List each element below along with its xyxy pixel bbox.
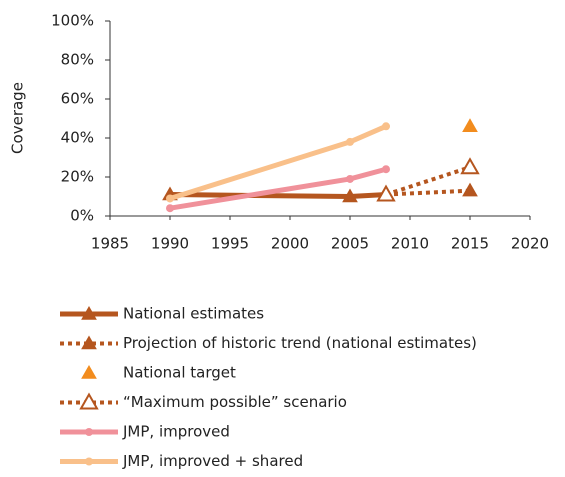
legend-label: “Maximum possible” scenario bbox=[123, 393, 347, 411]
legend-marker bbox=[85, 457, 93, 466]
legend-marker bbox=[79, 392, 99, 410]
series-line bbox=[385, 188, 471, 197]
series-line bbox=[169, 124, 387, 201]
x-tick-label: 2005 bbox=[331, 235, 369, 253]
point bbox=[462, 182, 478, 197]
legend-marker bbox=[85, 428, 93, 436]
x-tick-label: 2015 bbox=[451, 235, 489, 253]
point bbox=[342, 188, 358, 203]
legend-label: JMP, improved + shared bbox=[122, 452, 303, 470]
x-tick-label: 1985 bbox=[91, 235, 129, 253]
series-line bbox=[385, 165, 471, 197]
x-tick-label: 1995 bbox=[211, 235, 249, 253]
legend-marker bbox=[81, 364, 97, 379]
legend-label: National estimates bbox=[123, 305, 264, 323]
y-axis-label: Coverage bbox=[9, 82, 27, 154]
point bbox=[462, 118, 478, 133]
point bbox=[376, 184, 396, 202]
point bbox=[382, 122, 390, 131]
legend-marker bbox=[81, 305, 97, 320]
x-tick-label: 1990 bbox=[151, 235, 189, 253]
point bbox=[346, 137, 354, 146]
x-tick-label: 2010 bbox=[391, 235, 429, 253]
y-tick-label: 60% bbox=[61, 90, 94, 108]
legend-marker bbox=[81, 335, 97, 350]
point bbox=[382, 165, 390, 174]
y-tick-label: 40% bbox=[61, 129, 94, 147]
x-tick-label: 2000 bbox=[271, 235, 309, 253]
y-tick-label: 0% bbox=[70, 207, 94, 225]
y-tick-label: 80% bbox=[61, 51, 94, 69]
legend-label: JMP, improved bbox=[122, 423, 230, 441]
legend-label: Projection of historic trend (national e… bbox=[123, 334, 477, 352]
x-tick-label: 2020 bbox=[511, 235, 549, 253]
point bbox=[346, 174, 354, 183]
point bbox=[166, 194, 174, 203]
legend-label: National target bbox=[123, 364, 236, 382]
point bbox=[166, 204, 174, 213]
point bbox=[460, 157, 480, 175]
y-tick-label: 100% bbox=[51, 12, 94, 30]
y-tick-label: 20% bbox=[61, 168, 94, 186]
